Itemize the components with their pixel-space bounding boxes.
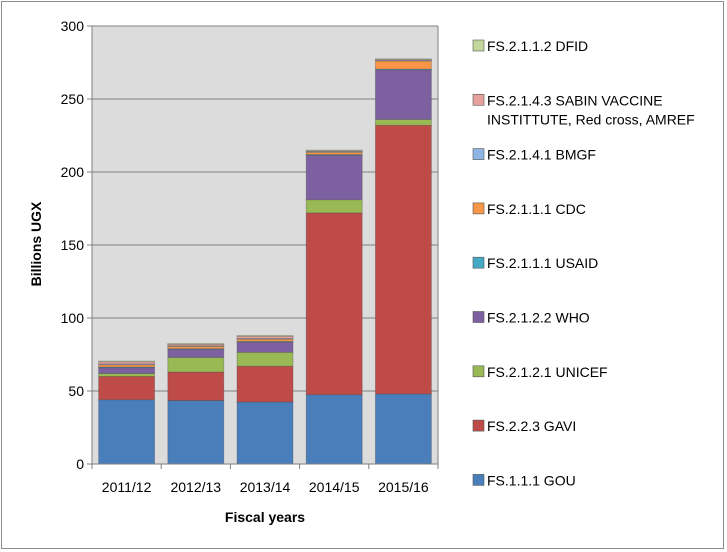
legend-label: FS.2.2.3 GAVI: [487, 418, 576, 434]
y-axis-title: Billions UGX: [28, 201, 44, 286]
legend: FS.2.1.1.2 DFID FS.2.1.4.3 SABIN VACCINE I…: [472, 38, 695, 488]
bar-segment: [98, 375, 155, 401]
x-tick-label: 2014/15: [309, 479, 360, 495]
legend-swatch: [472, 39, 485, 52]
bar-segment: [167, 371, 225, 401]
legend-item: FS.2.1.2.2 WHO: [472, 310, 590, 326]
axes: [91, 25, 439, 469]
legend-label: INSTITTUTE, Red cross, AMREF: [487, 111, 695, 127]
legend-label: FS.2.1.2.1 UNICEF: [487, 364, 608, 380]
legend-label: FS.2.1.1.1 USAID: [487, 255, 598, 271]
legend-item: FS.2.1.1.2 DFID: [472, 38, 588, 54]
legend-swatch: [472, 256, 485, 269]
bar-segment: [374, 124, 432, 395]
legend-label: FS.2.1.1.2 DFID: [487, 38, 588, 54]
x-tick-labels: 2011/12 2012/13 2013/14 2014/15 2015/16: [102, 479, 429, 495]
legend-swatch: [472, 94, 485, 106]
y-tick-label: 300: [61, 18, 85, 34]
bar-segment: [305, 394, 363, 465]
legend-swatch: [472, 365, 485, 378]
bar-segment: [236, 341, 294, 353]
y-tick-label: 100: [61, 310, 85, 326]
bar-segment: [374, 69, 432, 120]
bar-segment: [305, 149, 363, 152]
bar-segment: [305, 212, 363, 396]
bar-segment: [98, 367, 155, 374]
bar-segment: [167, 400, 225, 465]
bar-segment: [236, 351, 294, 367]
y-tick-label: 50: [68, 383, 84, 399]
bar-segment: [236, 365, 294, 403]
legend-item: FS.2.1.4.3 SABIN VACCINE INSTITTUTE, Red …: [472, 92, 695, 127]
legend-swatch: [472, 202, 485, 215]
x-tick-label: 2015/16: [378, 479, 429, 495]
bar-segment: [167, 357, 225, 373]
legend-item: FS.2.2.3 GAVI: [472, 418, 576, 434]
bar-segment: [374, 119, 432, 126]
bar-segment: [374, 59, 432, 62]
bars: [98, 58, 432, 465]
y-tick-label: 0: [76, 456, 84, 472]
legend-item: FS.2.1.1.1 CDC: [472, 201, 586, 217]
legend-label: FS.2.1.4.1 BMGF: [487, 147, 596, 163]
bar-segment: [98, 360, 155, 363]
x-tick-label: 2012/13: [170, 479, 221, 495]
legend-swatch: [472, 311, 485, 323]
bar-segment: [374, 393, 432, 465]
x-tick-label: 2013/14: [240, 479, 291, 495]
bar-segment: [236, 335, 294, 337]
x-tick-label: 2011/12: [102, 479, 152, 495]
y-tick-label: 150: [61, 237, 85, 253]
legend-label: FS.1.1.1 GOU: [487, 472, 576, 488]
bar-segment: [305, 154, 363, 201]
legend-label: FS.2.1.2.2 WHO: [487, 310, 590, 326]
legend-item: FS.1.1.1 GOU: [472, 472, 576, 488]
legend-swatch: [472, 148, 485, 160]
legend-swatch: [472, 419, 485, 432]
legend-label: FS.2.1.1.1 CDC: [487, 201, 586, 217]
bar-segment: [167, 348, 225, 358]
bar-segment: [374, 60, 432, 70]
bar-segment: [374, 58, 432, 60]
legend-swatch: [472, 474, 485, 486]
legend-item: FS.2.1.1.1 USAID: [472, 255, 598, 271]
x-axis-title: Fiscal years: [225, 509, 305, 525]
bar-segment: [305, 199, 363, 214]
bar-segment: [98, 399, 155, 465]
y-tick-label: 250: [61, 91, 85, 107]
legend-item: FS.2.1.4.1 BMGF: [472, 147, 596, 163]
y-tick-labels: 0 50 100 150 200 250 300: [61, 18, 85, 472]
legend-label: FS.2.1.4.3 SABIN VACCINE: [487, 92, 663, 108]
y-tick-label: 200: [61, 164, 85, 180]
bar-segment: [98, 373, 155, 377]
bar-segment: [167, 343, 225, 345]
bar-segment: [236, 401, 294, 465]
legend-item: FS.2.1.2.1 UNICEF: [472, 364, 608, 380]
